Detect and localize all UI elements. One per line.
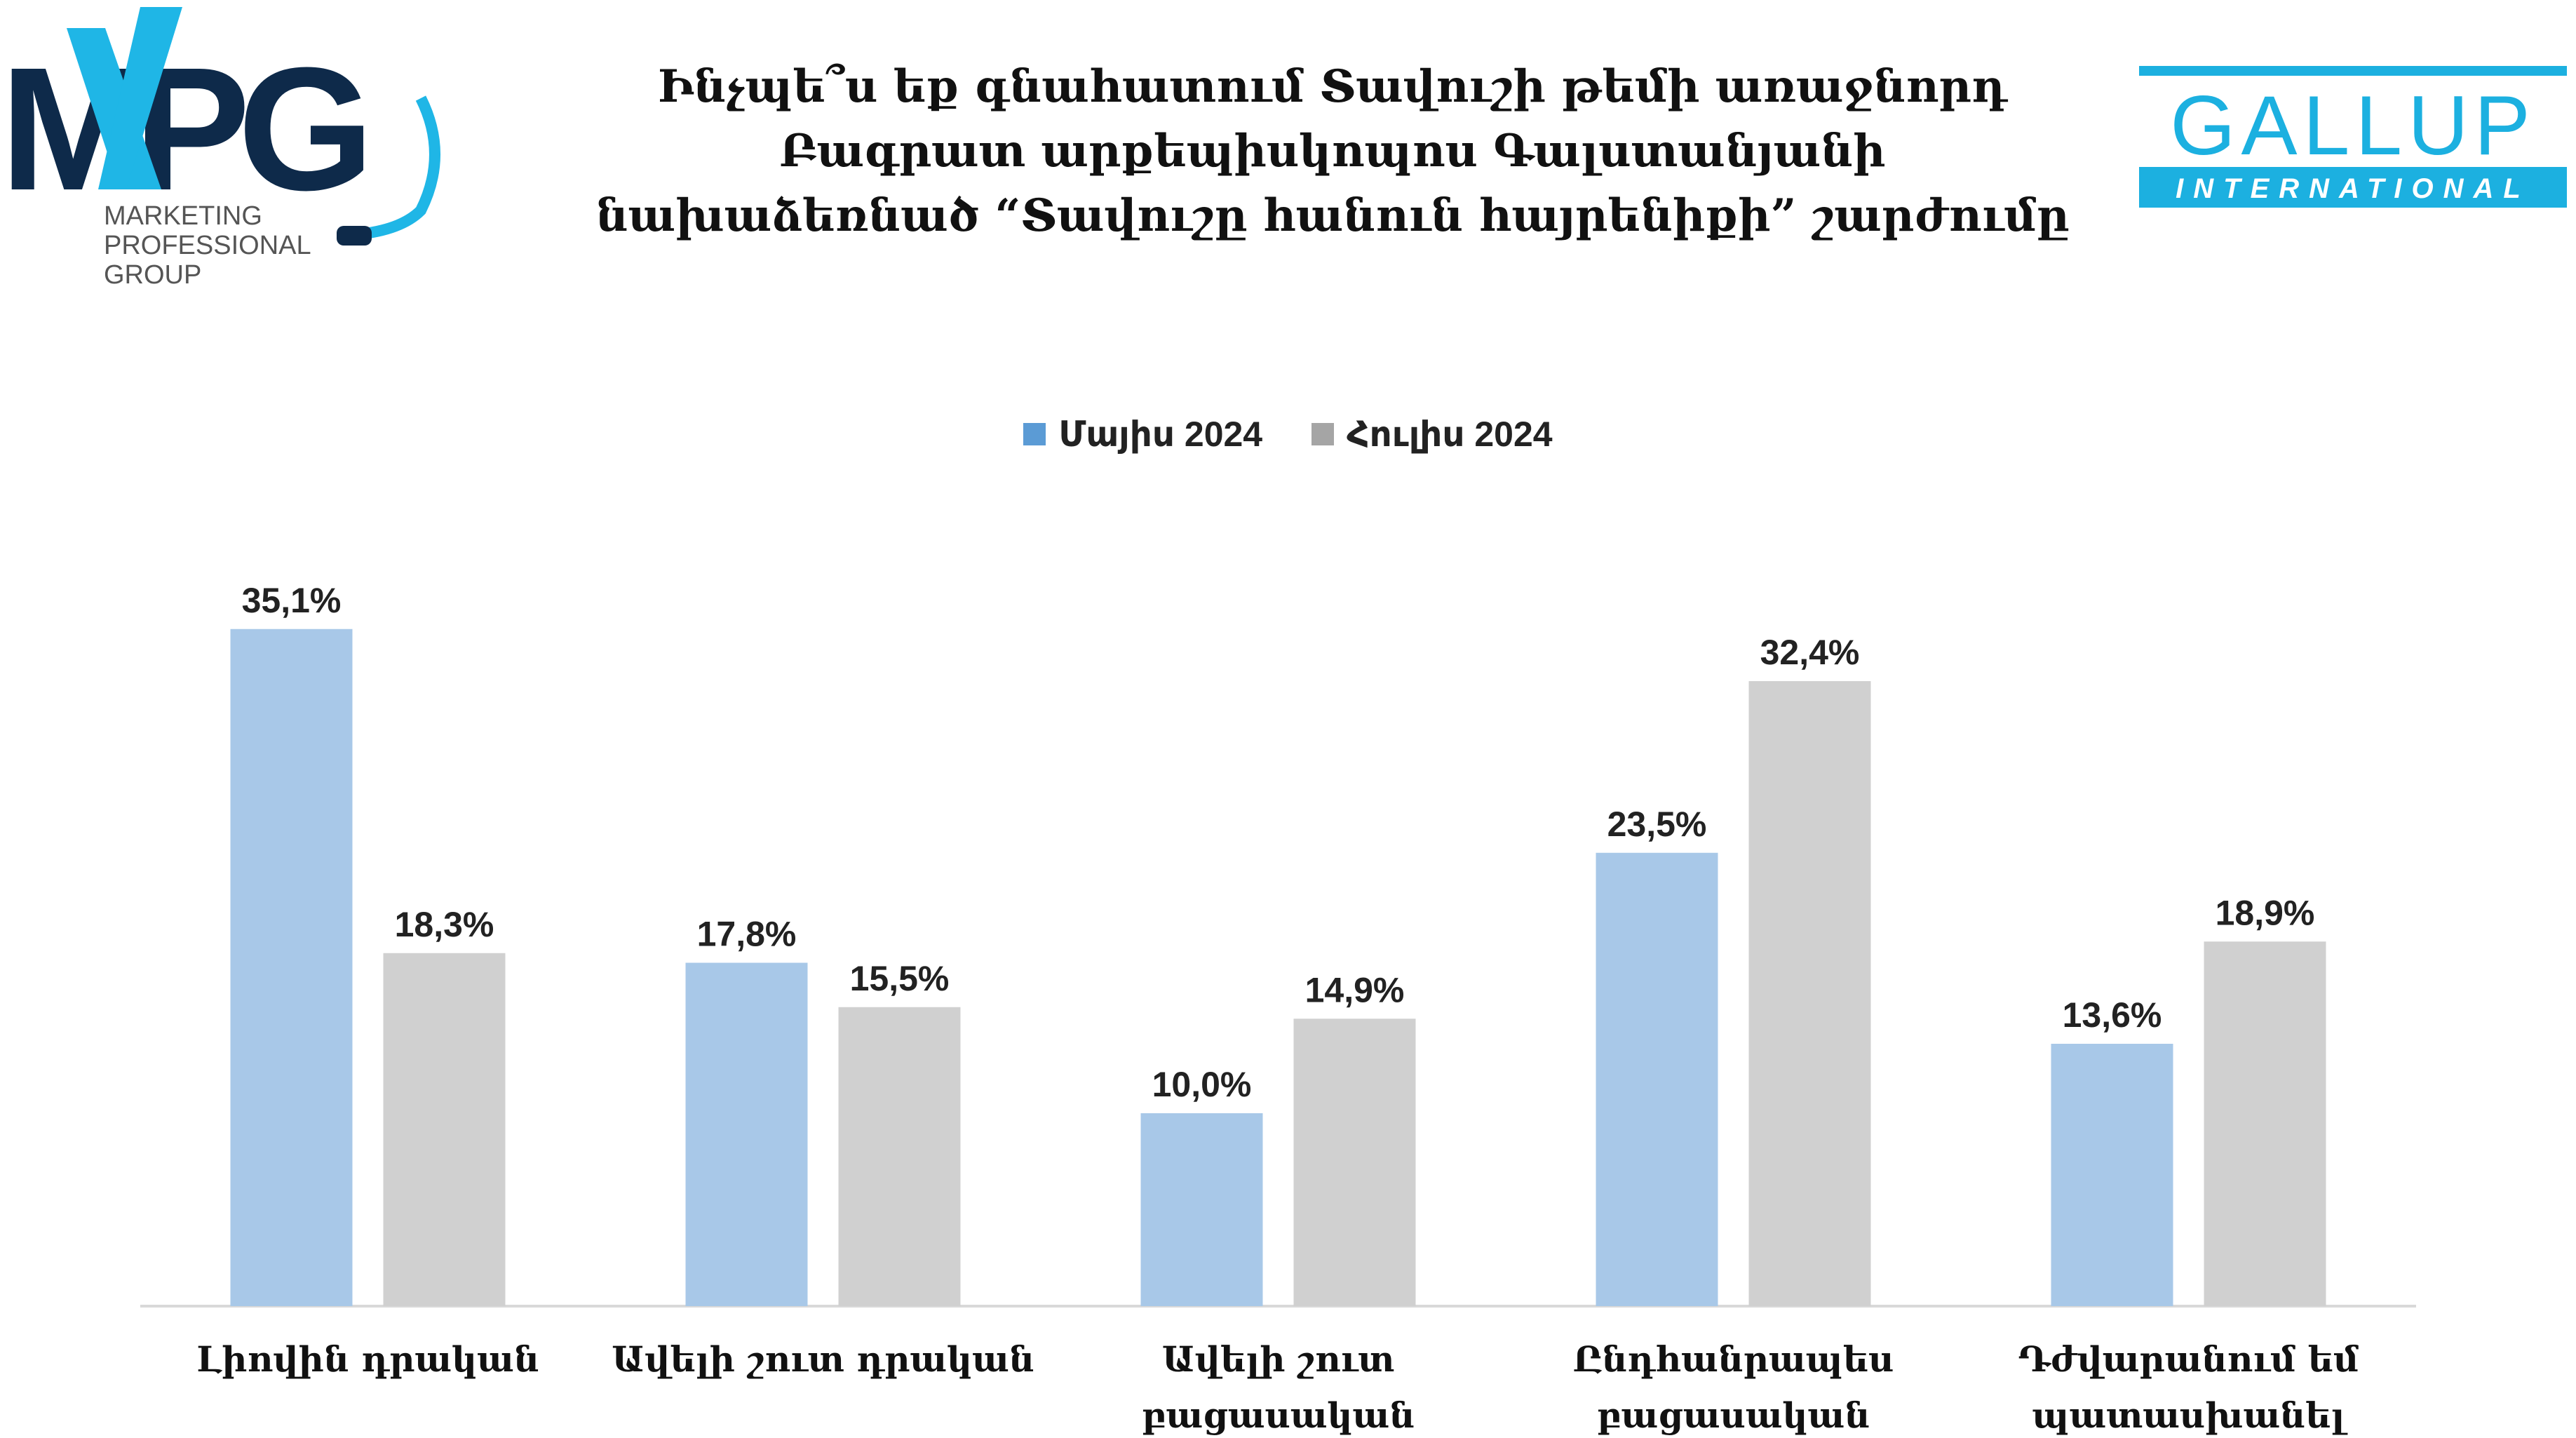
category-label-2-1: բացասական: [1142, 1395, 1415, 1436]
data-label-july-0: 18,3%: [395, 905, 494, 944]
data-label-may-1: 17,8%: [697, 915, 797, 954]
data-label-july-3: 32,4%: [1760, 633, 1860, 672]
chart-legend: Մայիս 2024 Հուլիս 2024: [0, 414, 2576, 455]
bar-may-1: [685, 962, 808, 1306]
data-label-may-2: 10,0%: [1152, 1065, 1252, 1104]
category-label-2-0: Ավելի շուտ: [1162, 1338, 1395, 1380]
mpg-logo: MPG MARKETING PROFESSIONAL GROUP: [0, 7, 440, 290]
bar-july-4: [2204, 941, 2326, 1306]
data-label-july-4: 18,9%: [2216, 893, 2315, 932]
category-label-0-0: Լիովին դրական: [196, 1338, 539, 1380]
category-label-3-1: բացասական: [1597, 1395, 1870, 1436]
data-label-may-0: 35,1%: [242, 581, 342, 620]
mpg-check-mark-top: [98, 7, 182, 189]
bar-july-3: [1748, 681, 1871, 1306]
bar-july-1: [838, 1007, 961, 1306]
bar-july-0: [383, 953, 506, 1306]
mpg-logo-line-1: MARKETING: [104, 201, 262, 231]
legend-item-may: Մայիս 2024: [1023, 414, 1262, 455]
legend-label-may: Մայիս 2024: [1058, 415, 1263, 454]
mpg-logo-line-3: GROUP: [104, 260, 201, 290]
legend-label-july: Հուլիս 2024: [1347, 415, 1553, 454]
mpg-logo-line-2: PROFESSIONAL: [104, 231, 311, 260]
headset-mic: [337, 226, 372, 246]
bar-may-0: [230, 629, 353, 1306]
gallup-logo-sub: INTERNATIONAL: [2176, 173, 2530, 204]
mpg-logo-mark: MPG: [0, 31, 363, 227]
legend-item-july: Հուլիս 2024: [1311, 414, 1553, 455]
headset-icon: [350, 95, 440, 241]
data-label-may-3: 23,5%: [1607, 805, 1707, 844]
chart-title-line-1: Ինչպե՞ս եք գնահատում Տավուշի թեմի առաջնո…: [657, 60, 2008, 113]
chart-title-line-3: նախաձեռնած “Տավուշը հանուն հայրենիքի” շա…: [595, 189, 2070, 242]
category-label-1-0: Ավելի շուտ դրական: [612, 1338, 1034, 1380]
gallup-logo: GALLUP INTERNATIONAL: [2139, 66, 2567, 208]
category-label-4-1: պատասխանել: [2032, 1395, 2348, 1436]
data-label-may-4: 13,6%: [2063, 995, 2162, 1035]
category-label-4-0: Դժվարանում եմ: [2018, 1338, 2359, 1380]
category-label-3-0: Ընդհանրապես: [1573, 1338, 1894, 1380]
gallup-logo-word: GALLUP: [2170, 79, 2536, 173]
bar-may-4: [2051, 1044, 2173, 1306]
bar-may-2: [1140, 1113, 1263, 1306]
bar-may-3: [1596, 852, 1718, 1306]
legend-swatch-may: [1023, 423, 1046, 445]
data-label-july-1: 15,5%: [850, 959, 950, 998]
data-label-july-2: 14,9%: [1305, 970, 1405, 1009]
chart-title-line-2: Բագրատ արքեպիսկոպոս Գալստանյանի: [779, 125, 1886, 177]
bar-july-2: [1293, 1019, 1416, 1306]
legend-swatch-july: [1311, 423, 1335, 445]
chart-title: Ինչպե՞ս եք գնահատում Տավուշի թեմի առաջնո…: [491, 55, 2174, 248]
